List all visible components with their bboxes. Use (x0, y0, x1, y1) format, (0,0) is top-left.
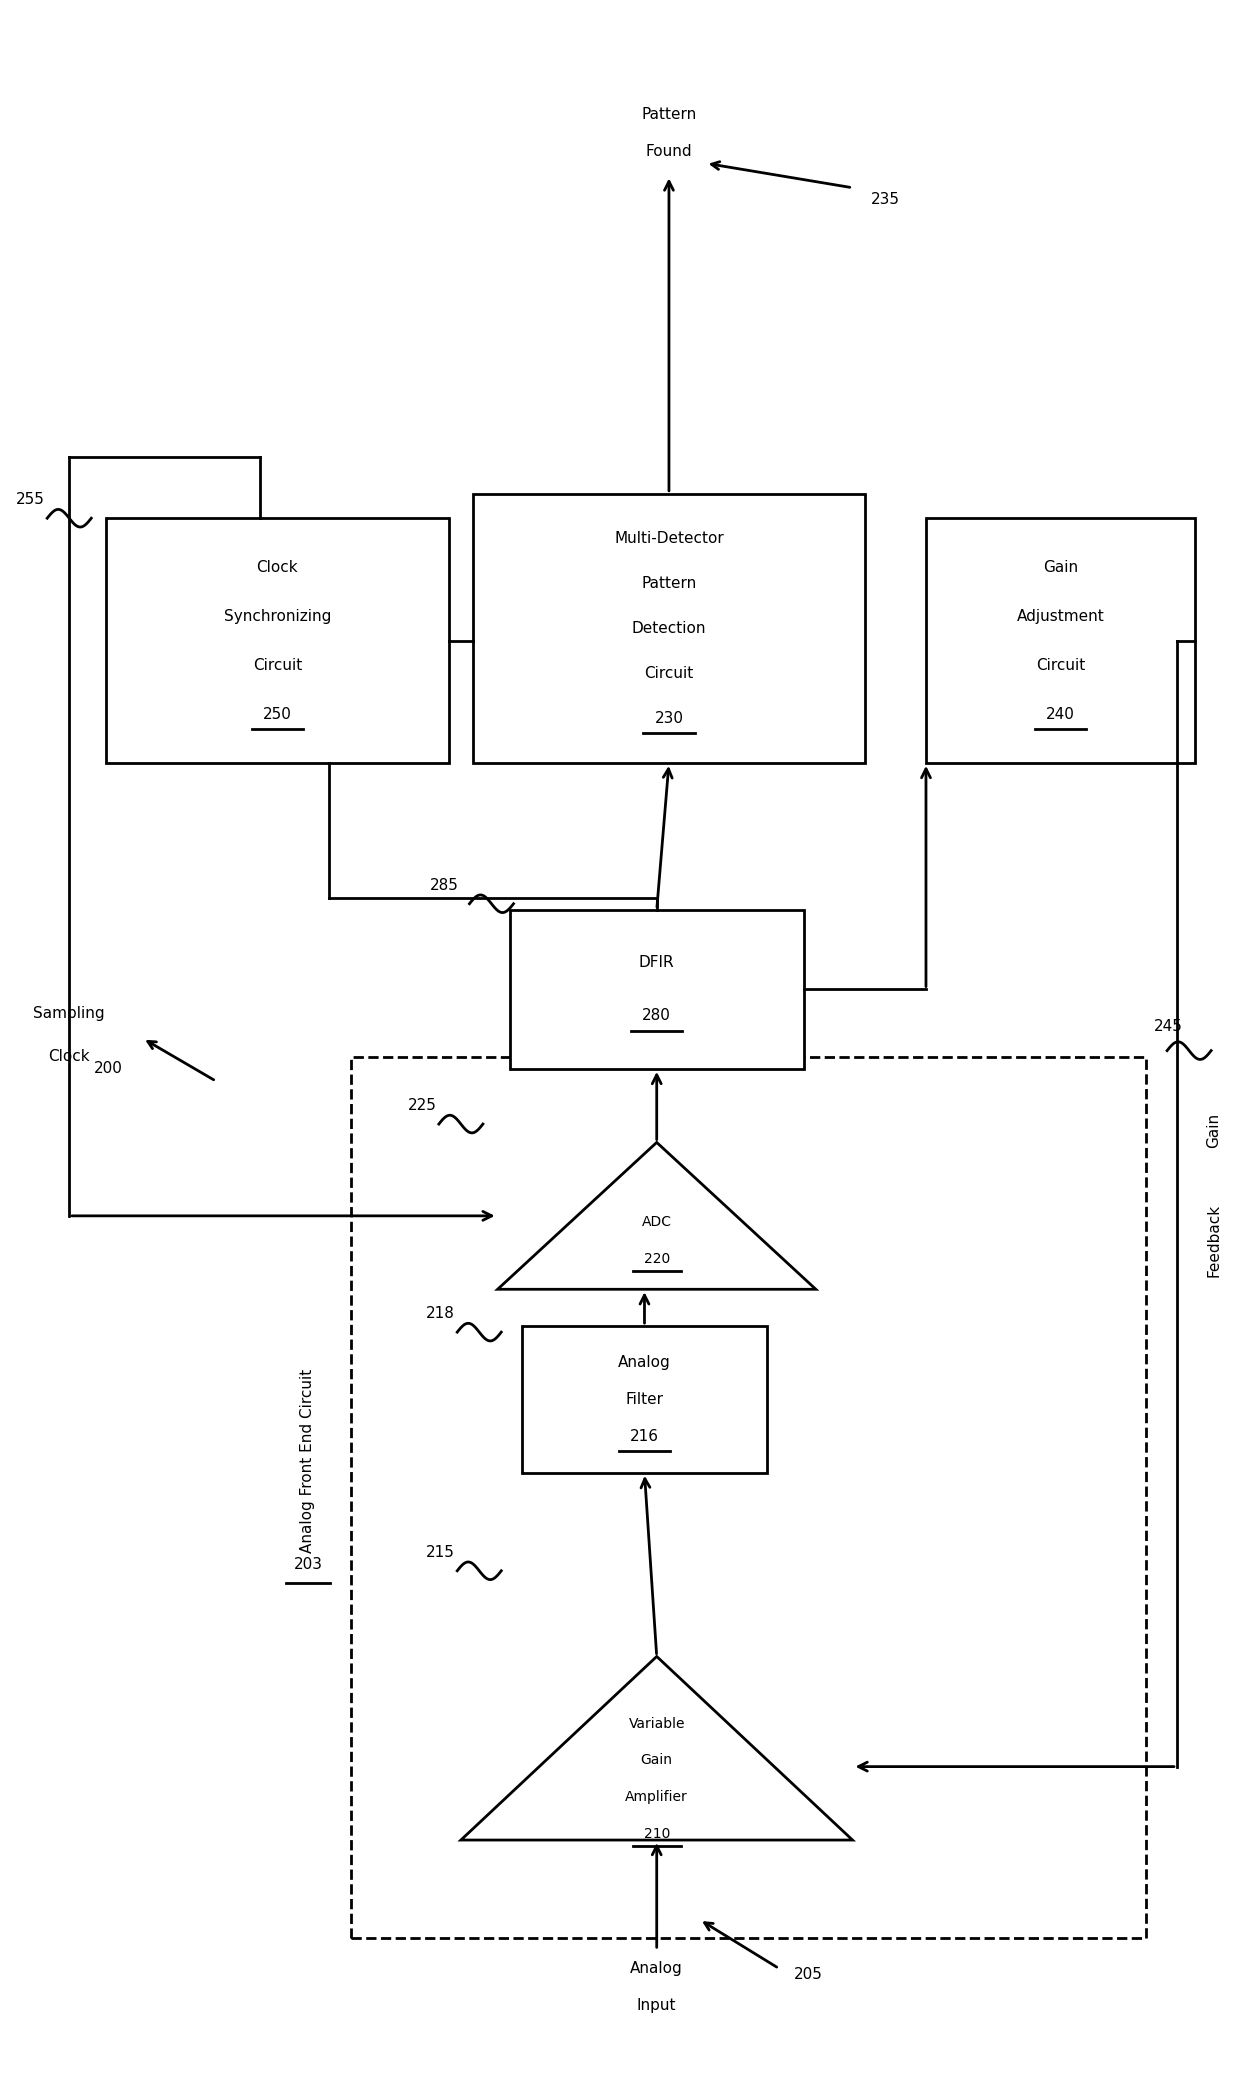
Text: Pattern: Pattern (641, 577, 697, 591)
Text: 235: 235 (870, 192, 900, 207)
Bar (522, 1327, 766, 1473)
Text: Feedback: Feedback (1207, 1203, 1221, 1276)
Text: Detection: Detection (631, 620, 707, 635)
Text: Clock: Clock (257, 560, 298, 574)
Text: Adjustment: Adjustment (1017, 608, 1105, 625)
Text: 245: 245 (1154, 1019, 1183, 1034)
Bar (926, 518, 1195, 762)
Text: 203: 203 (294, 1556, 322, 1573)
Text: Analog Front End Circuit: Analog Front End Circuit (300, 1368, 315, 1552)
Text: 280: 280 (642, 1009, 671, 1024)
Text: Found: Found (646, 144, 692, 159)
Text: 250: 250 (263, 706, 291, 721)
Text: Clock: Clock (48, 1049, 91, 1063)
Text: Input: Input (637, 1997, 677, 2014)
Text: 255: 255 (16, 493, 45, 508)
Text: 225: 225 (408, 1099, 436, 1113)
Bar (510, 911, 804, 1070)
Polygon shape (461, 1657, 853, 1840)
Bar (351, 1057, 1146, 1939)
Text: Circuit: Circuit (253, 658, 301, 673)
Text: Amplifier: Amplifier (625, 1790, 688, 1805)
Text: Variable: Variable (629, 1717, 684, 1732)
Bar (105, 518, 449, 762)
Text: Circuit: Circuit (645, 666, 693, 681)
Text: 210: 210 (644, 1828, 670, 1840)
Text: Multi-Detector: Multi-Detector (614, 531, 724, 545)
Text: ADC: ADC (642, 1216, 672, 1228)
Text: Filter: Filter (625, 1391, 663, 1406)
Polygon shape (497, 1143, 816, 1289)
Text: 285: 285 (430, 877, 459, 892)
Text: Gain: Gain (1207, 1113, 1221, 1147)
Text: 205: 205 (794, 1968, 822, 1982)
Text: 215: 215 (425, 1546, 455, 1560)
Text: 220: 220 (644, 1251, 670, 1266)
Text: Analog: Analog (630, 1962, 683, 1976)
Text: Analog: Analog (618, 1356, 671, 1370)
Text: Circuit: Circuit (1035, 658, 1085, 673)
Text: Gain: Gain (1043, 560, 1078, 574)
Text: DFIR: DFIR (639, 955, 675, 971)
Text: 216: 216 (630, 1429, 658, 1443)
Text: 240: 240 (1047, 706, 1075, 721)
Text: 200: 200 (94, 1061, 123, 1076)
Text: 218: 218 (425, 1306, 455, 1320)
Text: Gain: Gain (641, 1753, 673, 1767)
Text: 230: 230 (655, 710, 683, 725)
Text: Sampling: Sampling (33, 1007, 105, 1022)
Text: Synchronizing: Synchronizing (223, 608, 331, 625)
Text: Pattern: Pattern (641, 107, 697, 121)
Bar (474, 493, 864, 762)
